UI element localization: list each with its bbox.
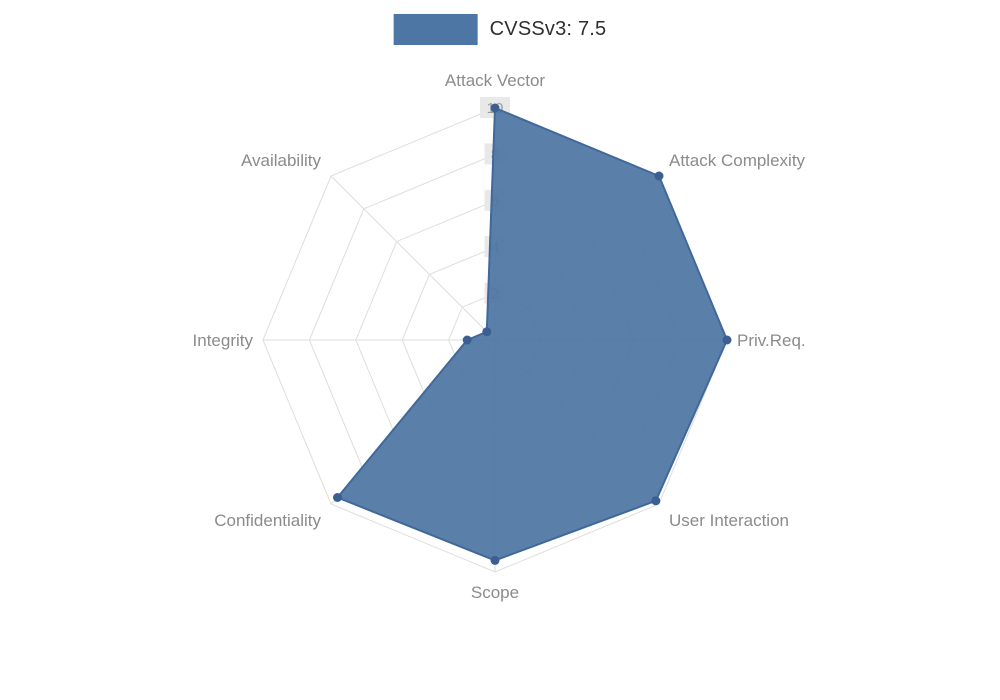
legend-swatch	[393, 14, 478, 45]
vertex-marker[interactable]	[490, 103, 500, 113]
vertex-marker[interactable]	[462, 335, 472, 345]
axis-label-user-interaction: User Interaction	[669, 511, 789, 530]
legend-label: CVSSv3: 7.5	[489, 18, 607, 40]
axis-label-attack-complexity: Attack Complexity	[669, 151, 806, 170]
axis-label-scope: Scope	[471, 583, 519, 602]
vertex-marker[interactable]	[490, 555, 500, 565]
vertex-marker[interactable]	[654, 171, 664, 181]
vertex-marker[interactable]	[722, 335, 732, 345]
axis-label-availability: Availability	[241, 151, 322, 170]
vertex-marker[interactable]	[482, 327, 492, 337]
legend-item[interactable]: CVSSv3: 7.5	[393, 14, 607, 45]
radar-series-area	[336, 107, 728, 562]
axis-label-integrity: Integrity	[193, 331, 254, 350]
grid-spoke	[330, 175, 496, 341]
vertex-marker[interactable]	[651, 496, 661, 506]
axis-label-priv-req-: Priv.Req.	[737, 331, 806, 350]
axis-label-attack-vector: Attack Vector	[445, 71, 545, 90]
axis-label-confidentiality: Confidentiality	[214, 511, 321, 530]
vertex-marker[interactable]	[333, 493, 342, 502]
